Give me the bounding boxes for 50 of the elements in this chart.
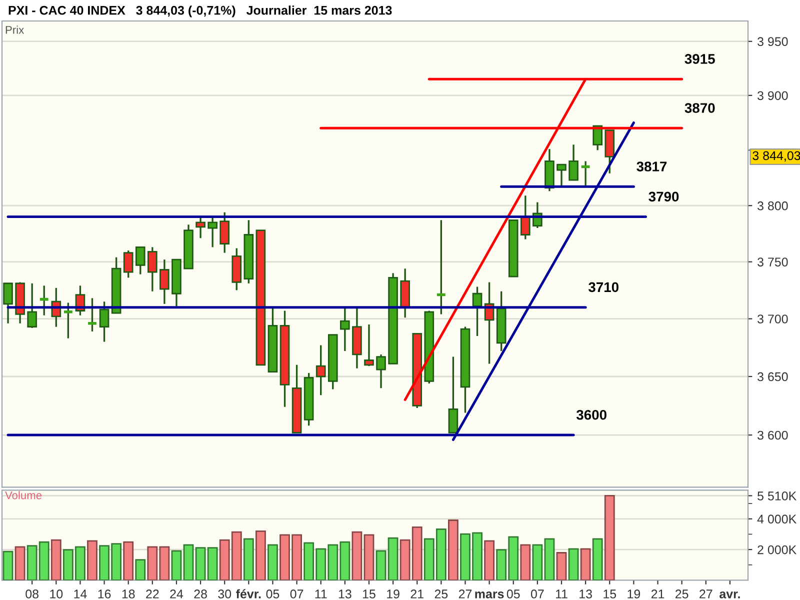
text: 3 844,03	[752, 151, 800, 162]
x-tick-label: 19	[387, 590, 400, 598]
x-tick-label: 05	[266, 590, 280, 598]
series-label: 3710	[588, 282, 618, 292]
x-tick-label: 21	[410, 590, 424, 598]
x-tick-label: 13	[580, 590, 592, 598]
x-tick-label: 27	[700, 590, 712, 598]
x-tick-label: 15	[362, 590, 376, 598]
x-tick-label: 07	[290, 590, 304, 598]
series-label: 3600	[576, 410, 606, 420]
y-tick-label: 3 950	[758, 37, 788, 46]
x-tick-label: 30	[218, 590, 232, 598]
x-tick-label: 05	[506, 590, 520, 598]
x-tick-label: févr.	[236, 589, 261, 598]
x-tick-label: 22	[146, 590, 159, 598]
x-tick-label: 16	[98, 590, 111, 598]
x-tick-label: 11	[315, 590, 327, 598]
x-tick-label: 11	[556, 590, 568, 598]
y-tick-label: 3 750	[758, 258, 788, 266]
x-tick-label: 10	[50, 590, 63, 598]
x-tick-label: 13	[338, 590, 352, 598]
y-tick-label: 3 900	[758, 91, 788, 100]
x-tick-label: 27	[458, 590, 472, 598]
chart-title: PXI - CAC 40 INDEX 3 844,03 (-0,71%) Journalier 15 mars 2013	[8, 6, 392, 18]
x-tick-label: 07	[530, 590, 544, 598]
x-tick-label: avr.	[720, 592, 740, 598]
y-tick-label: 3 800	[758, 201, 788, 210]
x-tick-label: 25	[676, 590, 688, 598]
x-tick-label: 15	[604, 590, 616, 598]
x-tick-label: 28	[194, 590, 207, 598]
x-tick-label: 24	[170, 590, 184, 598]
y-tick-label: 3 650	[758, 372, 788, 382]
x-tick-label: 25	[434, 590, 448, 598]
series-label: 3790	[648, 192, 679, 202]
y-tick-label: 3 700	[758, 314, 788, 324]
x-tick-label: mars	[475, 592, 504, 598]
y-axis-title: Prix	[6, 26, 24, 34]
x-tick-label: 08	[26, 590, 38, 598]
series-label: 3915	[684, 54, 715, 64]
y-tick-label: 3 600	[758, 430, 788, 440]
y-tick-label: 2 000K	[758, 545, 797, 554]
series-label: 3817	[636, 162, 667, 172]
x-tick-label: 19	[628, 590, 640, 598]
x-tick-label: 21	[651, 590, 664, 598]
x-tick-label: 14	[74, 590, 87, 598]
series-label: 3870	[684, 103, 715, 113]
y-axis-title: Volume	[5, 491, 42, 500]
y-tick-label: 5 510K	[758, 492, 797, 500]
y-tick-label: 4 000K	[757, 514, 797, 524]
x-tick-label: 18	[122, 590, 135, 598]
